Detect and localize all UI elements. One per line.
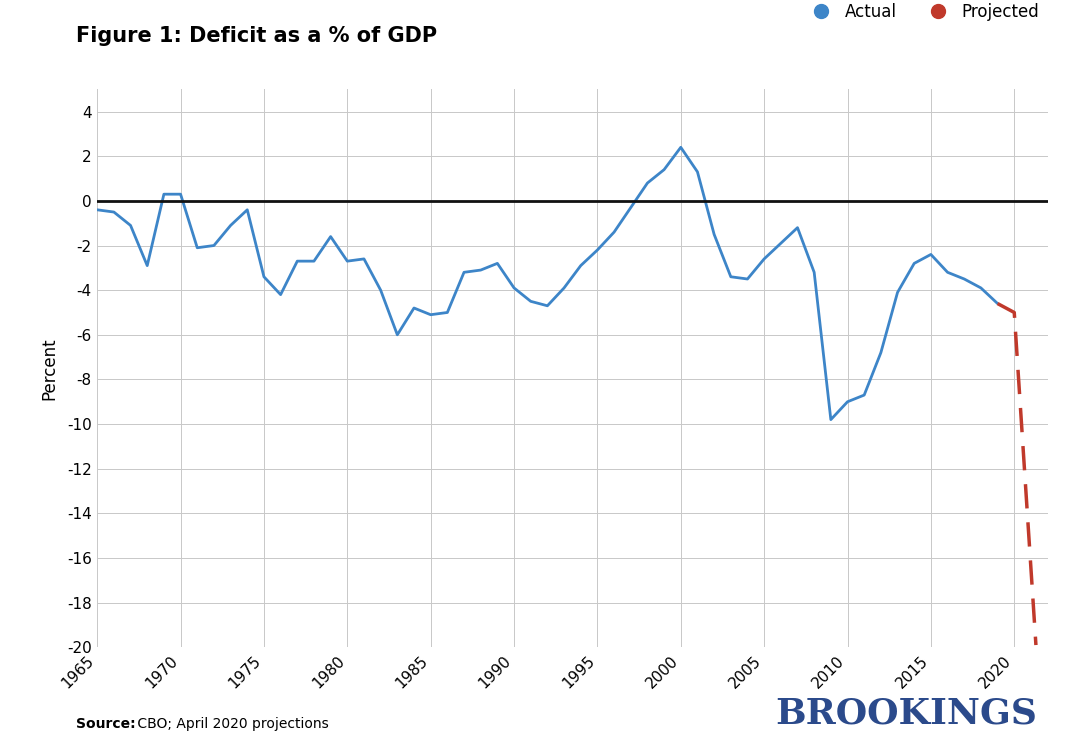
Text: Figure 1: Deficit as a % of GDP: Figure 1: Deficit as a % of GDP (76, 26, 436, 46)
Text: Source:: Source: (76, 716, 135, 731)
Y-axis label: Percent: Percent (40, 337, 58, 400)
Legend: Actual, Projected: Actual, Projected (805, 3, 1039, 21)
Text: CBO; April 2020 projections: CBO; April 2020 projections (133, 716, 328, 731)
Text: BROOKINGS: BROOKINGS (775, 696, 1037, 731)
